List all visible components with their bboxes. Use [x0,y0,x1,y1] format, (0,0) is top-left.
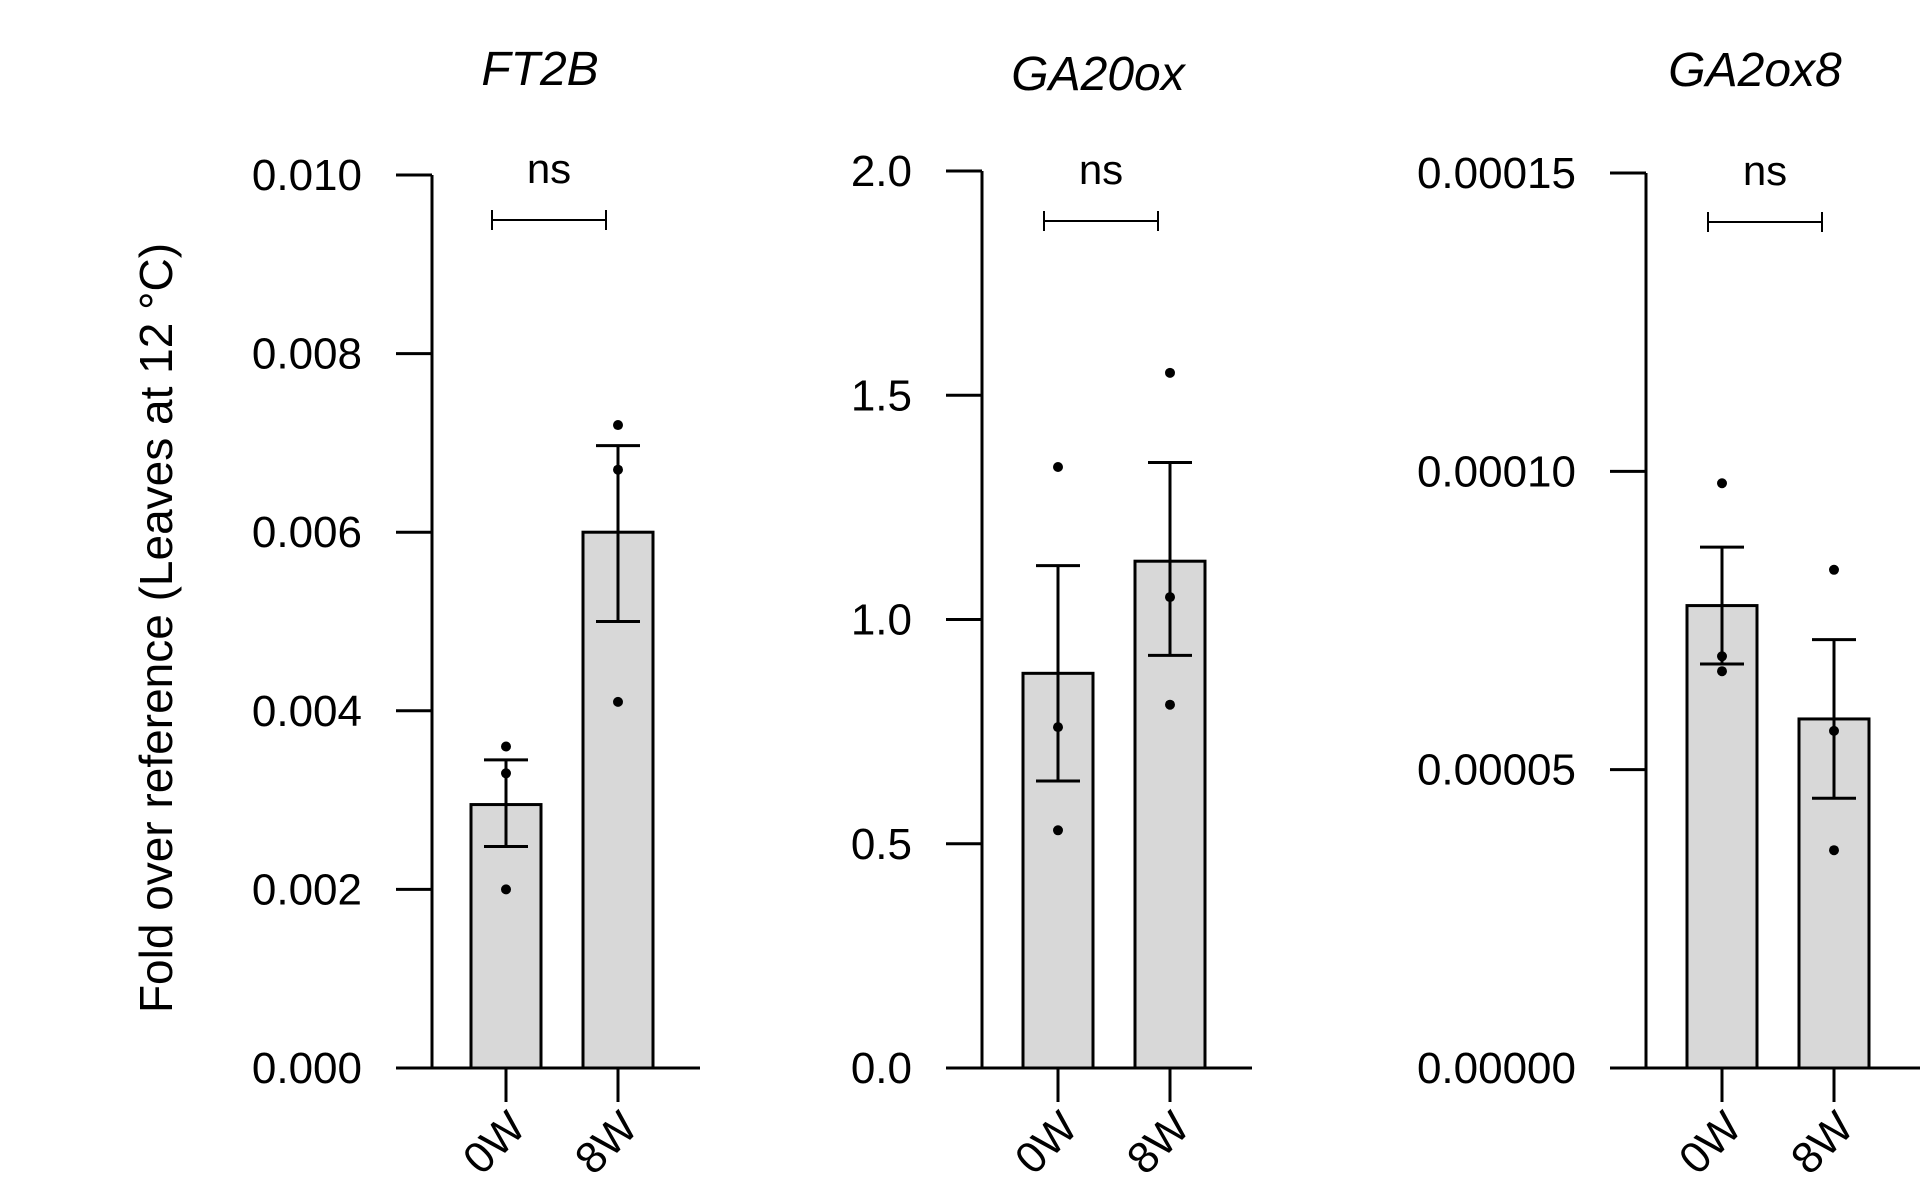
y-tick-label: 0.00005 [1417,746,1576,795]
panel-title: FT2B [481,43,598,96]
data-point [1829,564,1839,575]
data-point [501,884,511,895]
panels: FT2B 0.000 0.002 0.004 0.006 0.008 0.010 0W 8W ns… [252,43,1920,1184]
significance-label: ns [1079,146,1123,193]
bar-0w [469,803,543,1070]
data-point [1165,699,1175,710]
data-point [1053,825,1063,836]
y-tick-label: 1.0 [851,596,912,645]
y-tick-label: 0.008 [252,330,362,379]
data-point [613,696,623,707]
data-point [1829,725,1839,736]
data-point [1829,845,1839,856]
data-point [1165,367,1175,378]
data-point [1717,478,1727,489]
y-tick-label: 0.00010 [1417,447,1576,496]
panel-ga20ox: GA20ox 0.0 0.5 1.0 1.5 2.0 0W 8W ns [851,48,1252,1184]
data-point [1717,651,1727,662]
y-tick-label: 0.000 [252,1044,362,1093]
x-tick-label: 8W [1782,1102,1864,1184]
panel-ga2ox8: GA2ox8 0.00000 0.00005 0.00010 0.00015 0W 8W ns [1417,44,1920,1184]
y-tick-label: 0.004 [252,687,362,736]
y-tick-label: 0.00000 [1417,1044,1576,1093]
data-point [613,420,623,431]
y-tick-label: 1.5 [851,371,912,420]
data-point [1717,666,1727,677]
data-point [1165,592,1175,603]
x-tick-label: 0W [1006,1102,1088,1184]
data-point [501,768,511,779]
y-tick-label: 0.010 [252,151,362,200]
data-point [613,464,623,475]
x-tick-label: 0W [454,1102,536,1184]
significance-label: ns [527,145,571,192]
significance-label: ns [1743,147,1787,194]
panel-title: GA2ox8 [1668,44,1842,97]
x-tick-label: 8W [566,1102,648,1184]
y-tick-label: 0.002 [252,865,362,914]
x-tick-label: 8W [1118,1102,1200,1184]
panel-ft2b: FT2B 0.000 0.002 0.004 0.006 0.008 0.010 0W 8W ns [252,43,700,1184]
x-tick-label: 0W [1670,1102,1752,1184]
y-axis-label: Fold over reference (Leaves at 12 °C) [130,243,182,1013]
y-tick-label: 0.0 [851,1044,912,1093]
y-tick-label: 0.006 [252,508,362,557]
y-tick-label: 0.5 [851,820,912,869]
panel-title: GA20ox [1011,48,1186,101]
y-tick-label: 0.00015 [1417,149,1576,198]
data-point [501,741,511,752]
data-point [1053,462,1063,473]
y-tick-label: 2.0 [851,147,912,196]
data-point [1053,722,1063,733]
